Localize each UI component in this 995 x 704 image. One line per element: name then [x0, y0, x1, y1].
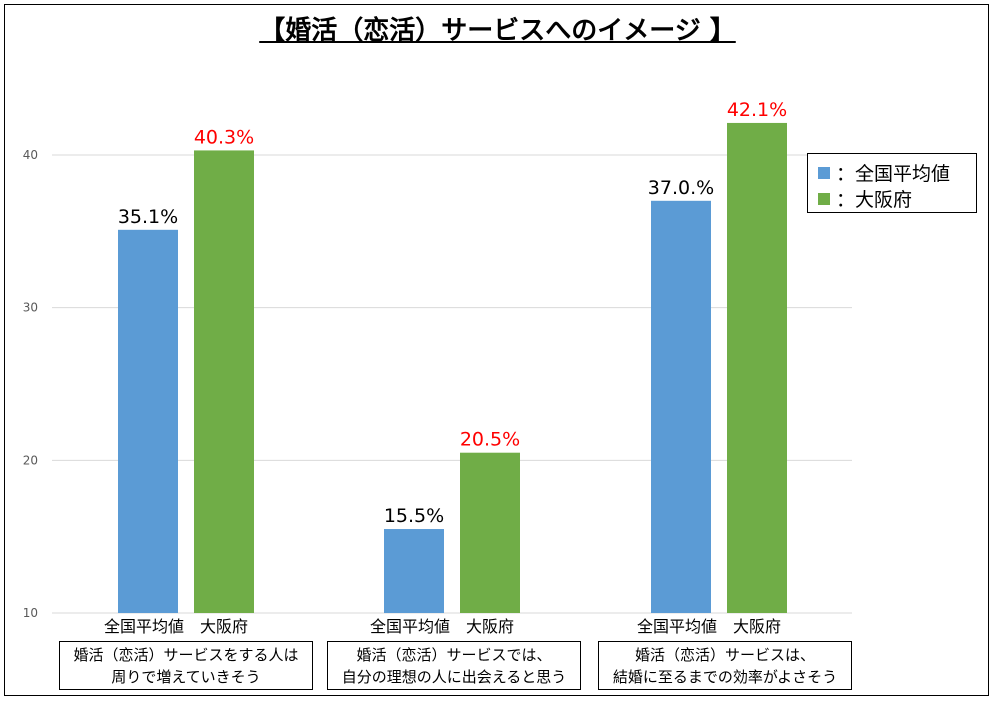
legend-swatch-national — [818, 166, 830, 179]
x-series-label-national-1: 全国平均値 — [104, 617, 184, 636]
y-tick-label-30: 30 — [23, 301, 38, 315]
bar-national-1 — [118, 229, 178, 613]
data-label-national-2: 15.5% — [384, 505, 444, 527]
bar-osaka-1 — [194, 150, 254, 614]
bar-national-3 — [651, 200, 711, 614]
x-series-label-osaka-3: 大阪府 — [733, 617, 781, 636]
data-label-osaka-1: 40.3% — [194, 126, 254, 148]
category-label-1: 婚活（恋活）サービスをする人は 周りで増えていきそう — [59, 641, 313, 690]
y-tick-label-40: 40 — [23, 148, 38, 162]
data-label-national-3: 37.0.% — [648, 177, 714, 199]
x-series-label-national-2: 全国平均値 — [370, 617, 450, 636]
legend-label-osaka: ：大阪府 — [836, 189, 913, 211]
legend-item-national: ：全国平均値 — [818, 159, 950, 186]
data-label-national-1: 35.1% — [118, 206, 178, 228]
legend-label-national: ：全国平均値 — [836, 163, 951, 185]
bar-osaka-3 — [727, 122, 787, 613]
chart-title-text: 【婚活（恋活）サービスへのイメージ 】 — [259, 16, 736, 46]
legend-swatch-osaka — [818, 192, 830, 205]
x-series-label-osaka-2: 大阪府 — [466, 617, 514, 636]
bar-national-2 — [384, 529, 444, 613]
legend-item-osaka: ：大阪府 — [818, 185, 912, 212]
y-tick-label-20: 20 — [23, 453, 38, 467]
y-tick-label-10: 10 — [23, 606, 38, 620]
bar-osaka-2 — [460, 452, 520, 613]
category-label-3: 婚活（恋活）サービスは、 結婚に至るまでの効率がよさそう — [598, 641, 852, 690]
legend: ：全国平均値 ：大阪府 — [807, 153, 977, 213]
chart-frame — [4, 4, 989, 696]
data-label-osaka-3: 42.1% — [727, 99, 787, 121]
category-label-2: 婚活（恋活）サービスでは、 自分の理想の人に出会えると思う — [327, 641, 581, 690]
x-series-label-osaka-1: 大阪府 — [200, 617, 248, 636]
x-series-label-national-3: 全国平均値 — [637, 617, 717, 636]
chart-title: 【婚活（恋活）サービスへのイメージ 】 — [0, 10, 995, 47]
data-label-osaka-2: 20.5% — [460, 429, 520, 451]
